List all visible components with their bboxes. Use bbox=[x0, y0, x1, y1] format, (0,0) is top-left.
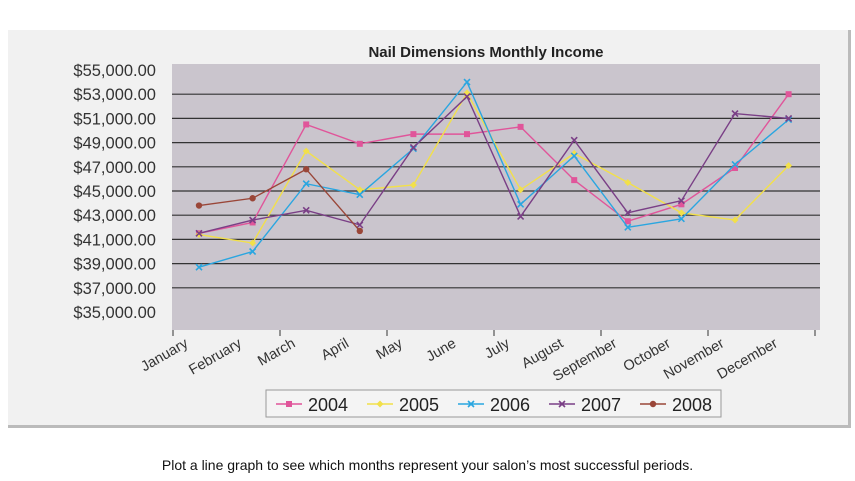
data-point-2005 bbox=[249, 239, 257, 247]
legend-label: 2008 bbox=[672, 395, 712, 415]
data-point-2005 bbox=[409, 181, 417, 189]
y-tick-label: $41,000.00 bbox=[73, 231, 156, 249]
data-point-2006 bbox=[249, 247, 257, 256]
data-point-2004 bbox=[249, 219, 256, 226]
y-tick-label: $39,000.00 bbox=[73, 256, 156, 274]
data-point-2005 bbox=[677, 209, 685, 217]
x-tick-label: December bbox=[715, 336, 781, 383]
y-tick-label: $55,000.00 bbox=[73, 62, 156, 80]
caption: Plot a line graph to see which months re… bbox=[161, 457, 694, 473]
data-point-2005 bbox=[731, 216, 739, 224]
data-point-2006 bbox=[463, 78, 471, 86]
y-tick-label: $49,000.00 bbox=[73, 135, 156, 153]
data-point-2007 bbox=[302, 206, 310, 214]
y-tick-label: $37,000.00 bbox=[73, 280, 156, 298]
x-tick-label: July bbox=[482, 335, 513, 362]
data-point-2004 bbox=[517, 123, 524, 130]
data-point-2004 bbox=[410, 131, 417, 138]
data-point-2004 bbox=[303, 121, 310, 128]
data-point-2006 bbox=[731, 160, 739, 168]
x-tick-label: April bbox=[319, 336, 352, 364]
data-point-2005 bbox=[624, 179, 632, 187]
x-tick-label: January bbox=[138, 335, 191, 375]
y-tick-label: $35,000.00 bbox=[73, 304, 156, 322]
legend-label: 2005 bbox=[399, 395, 439, 415]
data-point-2004 bbox=[732, 165, 738, 172]
series-line-2005 bbox=[198, 91, 790, 244]
data-point-2004 bbox=[464, 131, 470, 138]
data-point-2006 bbox=[570, 152, 578, 160]
data-point-2007 bbox=[249, 216, 257, 224]
legend-label: 2006 bbox=[490, 395, 530, 415]
data-point-2007 bbox=[195, 229, 203, 237]
y-tick-label: $51,000.00 bbox=[73, 110, 156, 128]
data-point-2006 bbox=[677, 215, 685, 223]
data-point-2004 bbox=[678, 201, 685, 208]
data-point-2004 bbox=[356, 140, 363, 147]
y-tick-label: $47,000.00 bbox=[73, 159, 156, 177]
data-point-2007 bbox=[785, 114, 793, 122]
chart-frame: Nail Dimensions Monthly Income $35,000.00… bbox=[8, 30, 851, 428]
y-tick-label: $45,000.00 bbox=[73, 183, 156, 201]
legend-marker-2005 bbox=[376, 400, 384, 408]
data-point-2004 bbox=[571, 177, 578, 184]
line-chart: Nail Dimensions Monthly Income $35,000.00… bbox=[73, 44, 820, 418]
series-line-2007 bbox=[198, 95, 789, 235]
x-tick-label: March bbox=[255, 336, 298, 370]
x-tick-label: November bbox=[661, 336, 727, 383]
data-point-2005 bbox=[356, 186, 364, 194]
data-point-2006 bbox=[517, 200, 525, 208]
data-point-2008 bbox=[303, 166, 310, 173]
data-point-2007 bbox=[517, 212, 525, 220]
data-point-2005 bbox=[785, 162, 793, 170]
y-tick-label: $53,000.00 bbox=[73, 86, 156, 104]
series-line-2006 bbox=[198, 80, 790, 268]
data-point-2007 bbox=[624, 209, 632, 217]
x-tick-label: June bbox=[424, 336, 459, 366]
data-point-2008 bbox=[195, 202, 203, 209]
data-point-2007 bbox=[731, 109, 739, 118]
data-point-2006 bbox=[624, 223, 632, 231]
series-line-2008 bbox=[198, 168, 361, 232]
legend-marker-2008 bbox=[649, 400, 657, 408]
data-point-2007 bbox=[570, 136, 578, 144]
legend-marker-2007 bbox=[558, 400, 566, 408]
data-point-2005 bbox=[302, 147, 310, 155]
data-point-2005 bbox=[517, 186, 525, 194]
x-tick-label: February bbox=[186, 335, 245, 378]
data-point-2007 bbox=[677, 197, 685, 205]
plot-area bbox=[172, 64, 820, 330]
data-point-2004 bbox=[785, 91, 792, 98]
data-point-2008 bbox=[356, 227, 363, 235]
data-point-2007 bbox=[356, 221, 364, 229]
data-point-2008 bbox=[249, 195, 256, 202]
series-line-2004 bbox=[198, 93, 790, 235]
data-point-2006 bbox=[302, 180, 310, 188]
data-point-2004 bbox=[624, 218, 631, 225]
legend-label: 2004 bbox=[308, 395, 348, 415]
legend-label: 2007 bbox=[581, 395, 621, 415]
data-point-2006 bbox=[356, 191, 364, 199]
data-point-2006 bbox=[195, 263, 203, 271]
legend-marker-2006 bbox=[467, 400, 475, 408]
x-tick-label: May bbox=[374, 335, 406, 363]
data-point-2007 bbox=[409, 143, 417, 152]
legend-marker-2004 bbox=[286, 401, 292, 407]
chart-title: Nail Dimensions Monthly Income bbox=[368, 44, 603, 61]
y-tick-label: $43,000.00 bbox=[73, 207, 156, 225]
data-point-2007 bbox=[463, 93, 471, 101]
